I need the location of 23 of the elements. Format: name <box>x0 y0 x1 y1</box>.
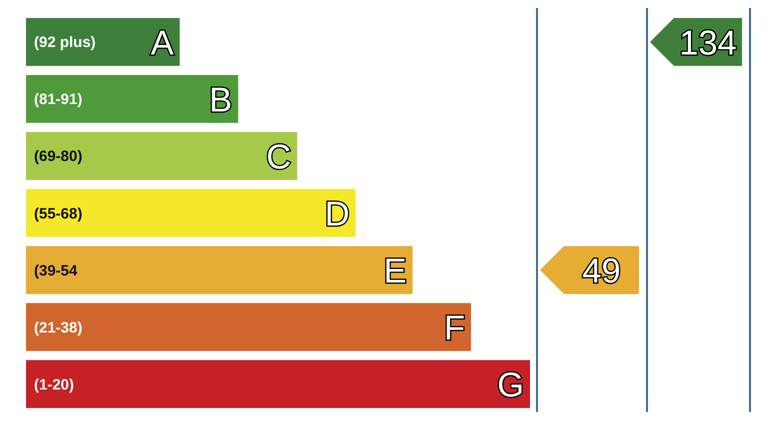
y-tick-label: (1-20) <box>34 376 74 394</box>
y-tick-label: (55-68) <box>34 205 82 222</box>
y-tick-label: (39-54 <box>34 262 78 280</box>
bar <box>26 18 180 66</box>
y-tick-label: (81-91) <box>34 91 82 108</box>
y-tick-label: (21-38) <box>34 319 82 336</box>
y-tick-label: (92 plus) <box>34 34 96 52</box>
annotation: B <box>209 81 232 120</box>
annotation: A <box>150 24 174 62</box>
bar <box>26 360 530 408</box>
annotation: E <box>384 252 407 290</box>
text: 134 <box>679 24 737 62</box>
annotation: F <box>444 309 466 348</box>
annotation: G <box>497 366 524 404</box>
annotation: D <box>324 195 350 234</box>
y-tick-label: (69-80) <box>34 148 82 166</box>
bar <box>26 132 298 180</box>
annotation: C <box>266 138 292 176</box>
bar <box>26 75 238 123</box>
bar <box>26 303 472 351</box>
bar <box>26 246 413 294</box>
bar <box>26 189 356 237</box>
text: 49 <box>582 252 621 290</box>
